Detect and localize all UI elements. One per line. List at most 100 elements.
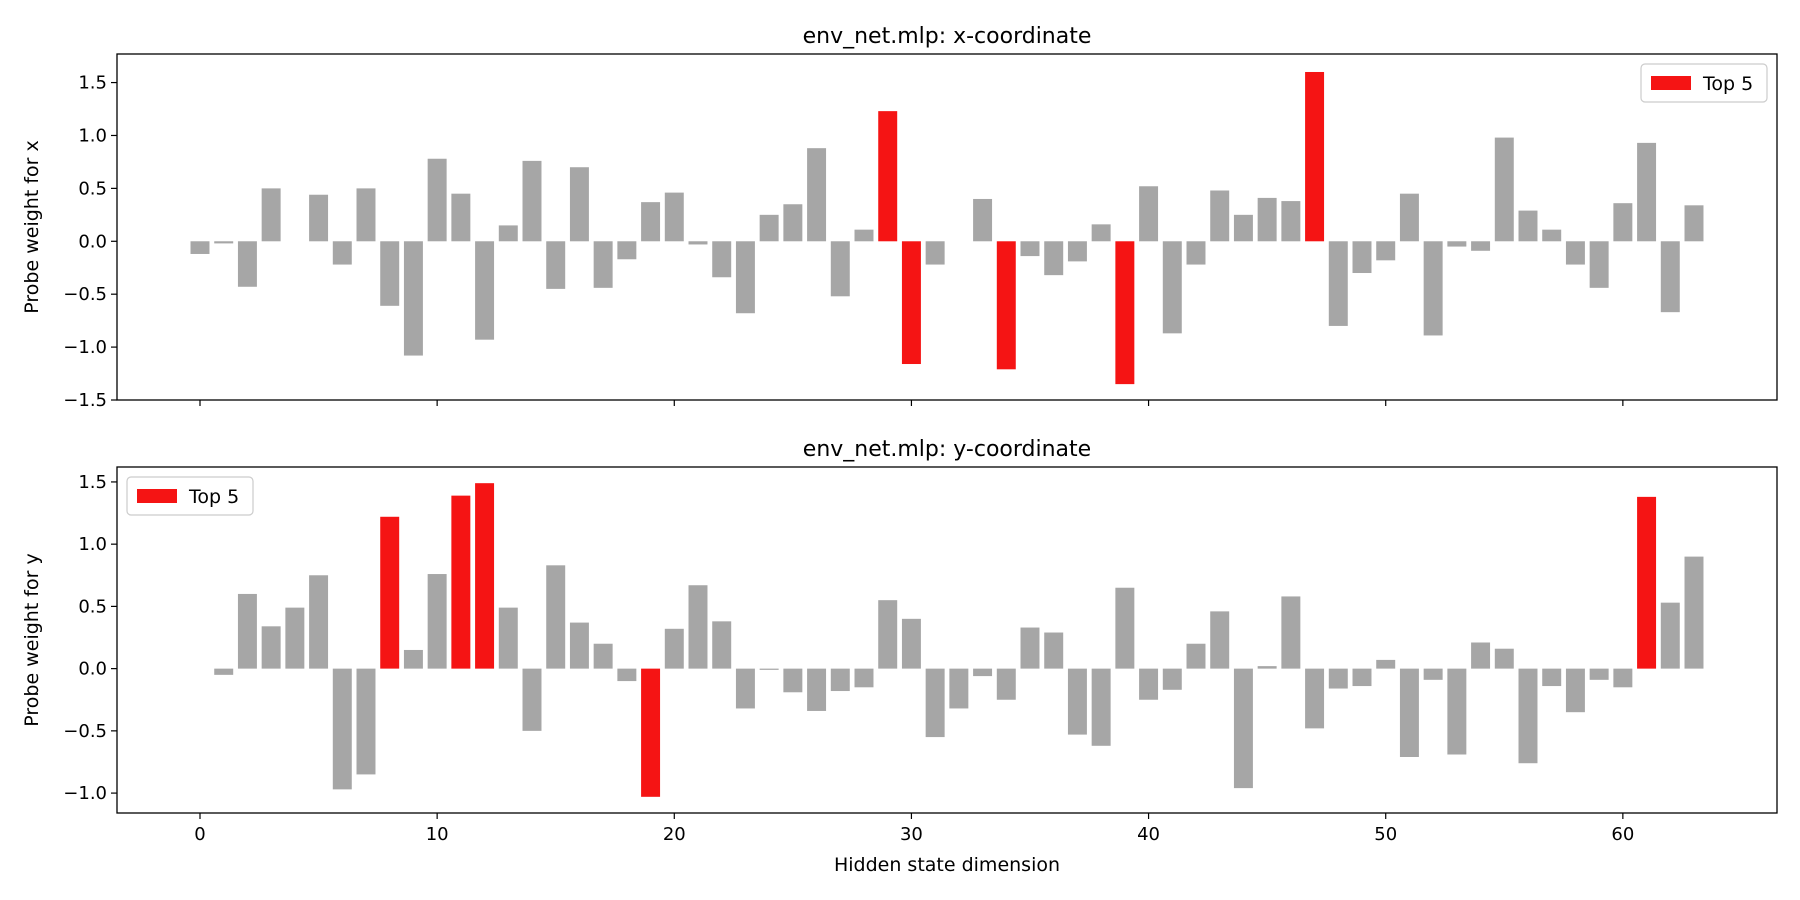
x-tick-label: 60 [1611, 824, 1634, 845]
legend-swatch [137, 489, 177, 503]
bar [261, 626, 281, 669]
bar [901, 618, 921, 669]
bar [1542, 668, 1562, 687]
bar [854, 229, 874, 242]
legend-label: Top 5 [1702, 73, 1753, 95]
bar [451, 193, 471, 242]
bar [309, 194, 329, 242]
bar [1494, 648, 1514, 669]
bar [1684, 556, 1704, 669]
bar [1186, 643, 1206, 669]
y-axis-label: Probe weight for y [21, 553, 43, 726]
y-tick-label: 0.0 [78, 231, 107, 252]
bar [1162, 241, 1182, 334]
bar [332, 241, 352, 265]
bar [1067, 241, 1087, 262]
bar [783, 668, 803, 693]
bar [1471, 642, 1491, 669]
bar [546, 565, 566, 669]
bar-top5 [878, 111, 898, 242]
bar [1423, 668, 1443, 680]
bar [807, 668, 827, 711]
bar [1139, 186, 1159, 242]
bar [878, 600, 898, 669]
bar [1352, 241, 1372, 274]
y-tick-label: 1.0 [78, 125, 107, 146]
bar [1494, 137, 1514, 242]
bar [735, 241, 755, 314]
y-tick-label: 1.0 [78, 534, 107, 555]
bar [1684, 205, 1704, 242]
legend-label: Top 5 [188, 486, 239, 508]
bar [1399, 668, 1419, 757]
bar [1020, 241, 1040, 257]
bar [593, 241, 613, 288]
y-tick-label: 0.0 [78, 659, 107, 680]
bar [356, 668, 376, 775]
x-tick-label: 30 [900, 824, 923, 845]
bar [403, 241, 423, 356]
bar [214, 241, 234, 244]
y-tick-label: −1.0 [63, 783, 107, 804]
bar-top5 [641, 668, 661, 797]
bar [783, 204, 803, 242]
x-tick-label: 50 [1374, 824, 1397, 845]
panel-title: env_net.mlp: y-coordinate [803, 437, 1091, 462]
bar [925, 241, 945, 265]
bar-top5 [475, 483, 495, 669]
bar-top5 [1305, 71, 1325, 242]
bars [214, 483, 1704, 797]
bar [569, 622, 589, 669]
bar [593, 643, 613, 669]
bar [261, 188, 281, 242]
bar [569, 167, 589, 242]
bar [1565, 241, 1585, 265]
legend: Top 5 [1640, 63, 1768, 103]
bar [664, 628, 684, 669]
panel-y-coordinate: env_net.mlp: y-coordinate Probe weight f… [21, 437, 1778, 845]
bar [190, 241, 210, 254]
bar [1186, 241, 1206, 265]
bar [309, 575, 329, 669]
bar [712, 241, 732, 278]
bar [830, 241, 850, 297]
bar [427, 574, 447, 669]
bar [1091, 224, 1111, 242]
y-tick-label: 0.5 [78, 596, 107, 617]
bar [332, 668, 352, 790]
bar [237, 241, 257, 287]
bar [1233, 668, 1253, 789]
bar-top5 [996, 241, 1016, 370]
axes-frame [116, 466, 1778, 814]
bar [1589, 668, 1609, 680]
y-tick-label: 1.5 [78, 73, 107, 94]
bar [664, 192, 684, 242]
legend: Top 5 [126, 476, 254, 516]
bar [1281, 596, 1301, 669]
bar [617, 668, 637, 682]
bar [1257, 197, 1277, 242]
bar [759, 214, 779, 242]
y-tick-label: −1.0 [63, 337, 107, 358]
bar [522, 668, 542, 731]
bar-top5 [1637, 496, 1657, 669]
bar [1091, 668, 1111, 746]
bar [1305, 668, 1325, 729]
legend-box [126, 476, 254, 516]
panel-x-coordinate: env_net.mlp: x-coordinate Probe weight f… [21, 24, 1778, 411]
bar [854, 668, 874, 688]
bar-top5 [1115, 241, 1135, 385]
bar [996, 668, 1016, 700]
bar [1613, 203, 1633, 242]
bar [498, 607, 518, 669]
bar [949, 668, 969, 709]
axes-frame [116, 53, 1778, 401]
bar [1139, 668, 1159, 700]
legend-box [1640, 63, 1768, 103]
bar [498, 225, 518, 242]
bar [1257, 666, 1277, 669]
bar [237, 593, 257, 669]
y-tick-label: −1.5 [63, 390, 107, 411]
bar [1328, 241, 1348, 326]
